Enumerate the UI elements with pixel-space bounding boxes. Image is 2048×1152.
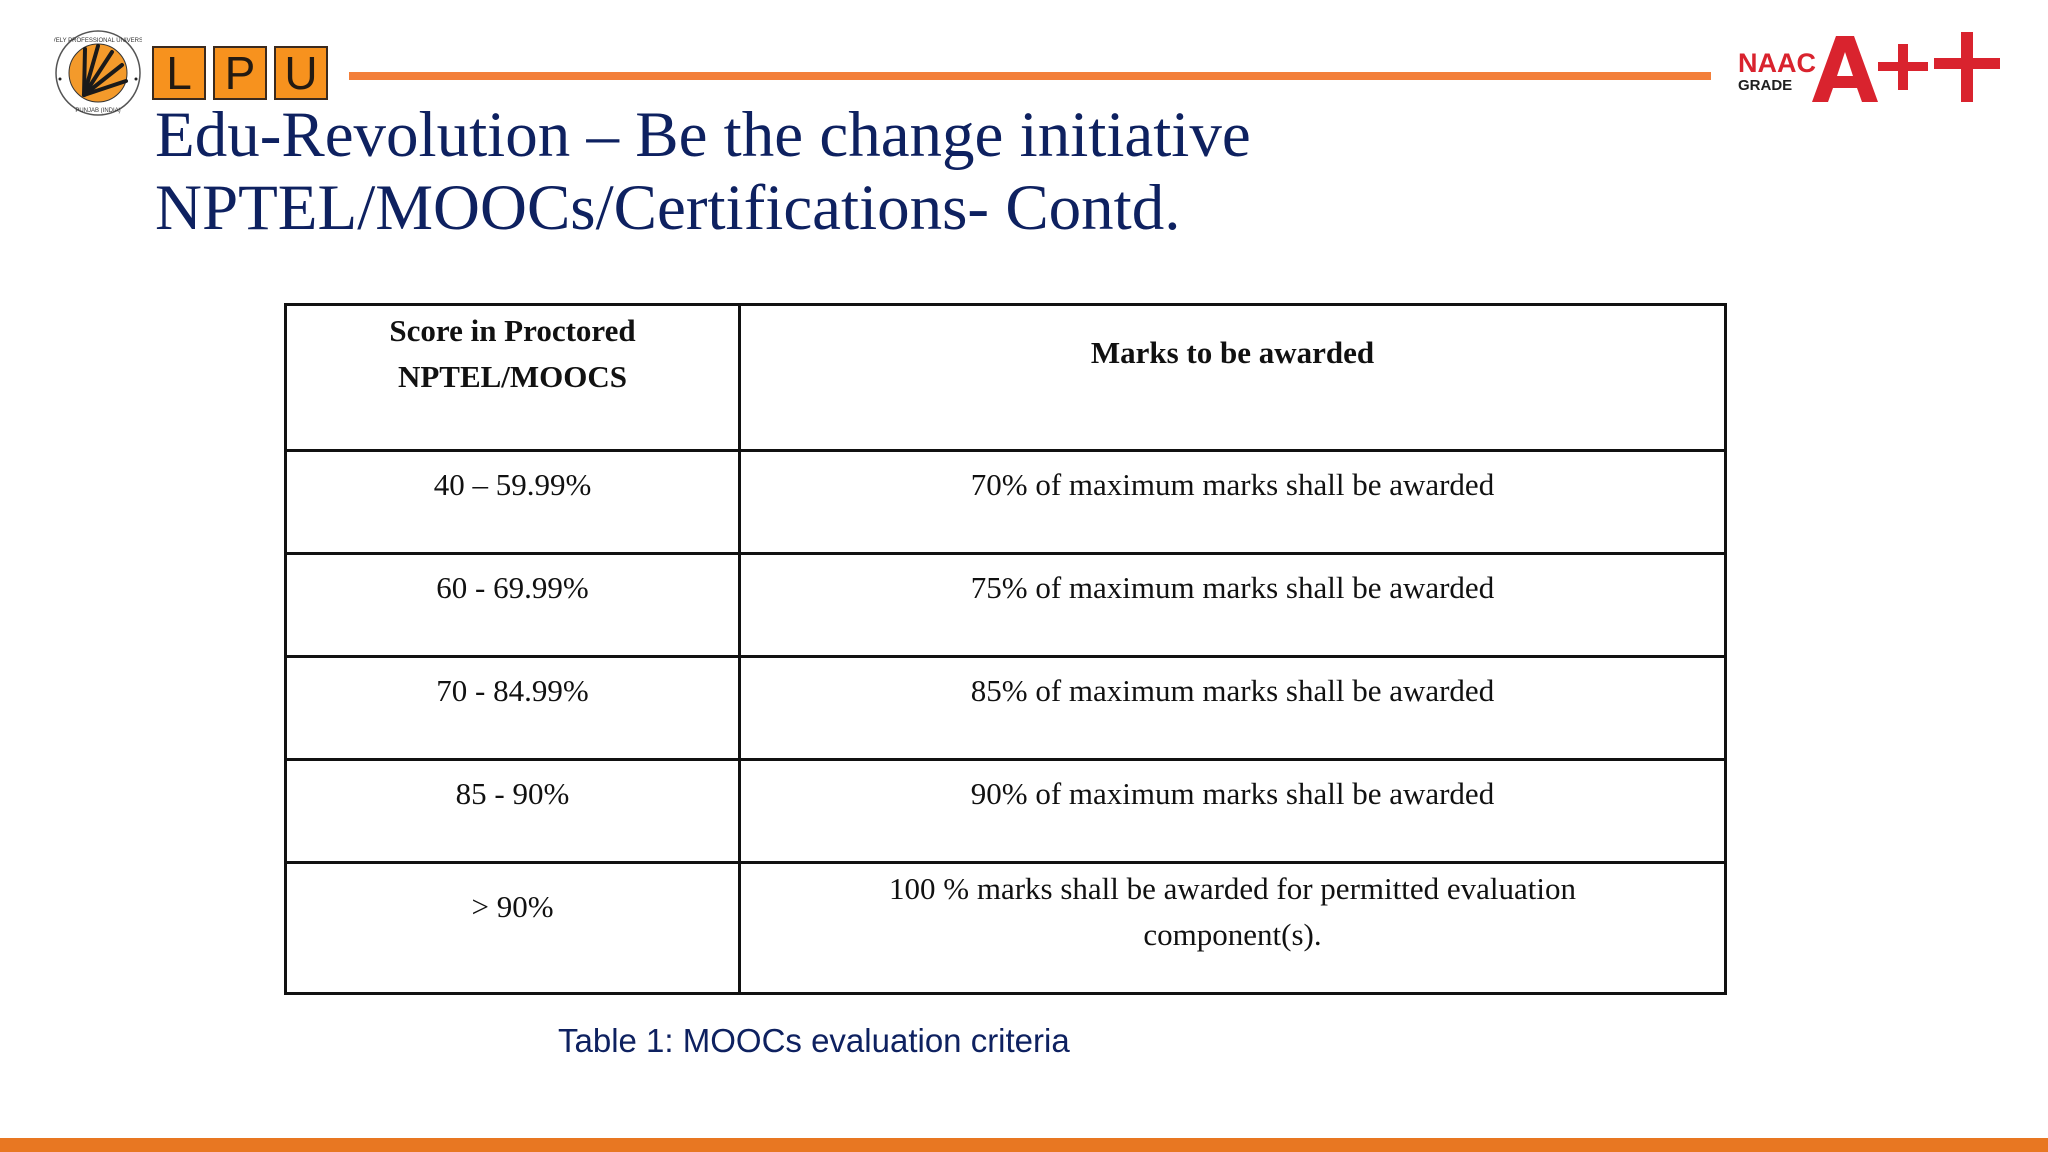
score-cell: 40 – 59.99%: [284, 449, 741, 555]
marks-cell: 75% of maximum marks shall be awarded: [738, 552, 1727, 658]
evaluation-table-container: Score in Proctored NPTEL/MOOCS Marks to …: [284, 303, 1727, 995]
score-cell: > 90%: [284, 861, 741, 995]
header-divider: [349, 72, 1711, 80]
score-cell: 60 - 69.99%: [284, 552, 741, 658]
table-row: 85 - 90% 90% of maximum marks shall be a…: [284, 758, 1727, 864]
naac-grade-logo: NAAC GRADE: [1738, 28, 2003, 104]
table-row: 70 - 84.99% 85% of maximum marks shall b…: [284, 655, 1727, 761]
lpu-logo: L P U: [152, 46, 328, 100]
header-score: Score in Proctored NPTEL/MOOCS: [284, 303, 741, 452]
svg-text:PUNJAB (INDIA): PUNJAB (INDIA): [75, 108, 120, 114]
table-row: 60 - 69.99% 75% of maximum marks shall b…: [284, 552, 1727, 658]
naac-label: NAAC: [1738, 48, 1816, 78]
table-row: > 90% 100 % marks shall be awarded for p…: [284, 861, 1727, 995]
score-cell: 70 - 84.99%: [284, 655, 741, 761]
slide-title-line-1: Edu-Revolution – Be the change initiativ…: [155, 99, 1251, 171]
a-plus-plus-icon: [1812, 32, 2000, 102]
lpu-emblem-icon: LOVELY PROFESSIONAL UNIVERSITY PUNJAB (I…: [54, 30, 142, 116]
marks-cell: 70% of maximum marks shall be awarded: [738, 449, 1727, 555]
mooc-evaluation-table: Score in Proctored NPTEL/MOOCS Marks to …: [284, 303, 1727, 995]
marks-cell: 85% of maximum marks shall be awarded: [738, 655, 1727, 761]
slide-title-line-2: NPTEL/MOOCs/Certifications- Contd.: [155, 172, 1181, 244]
score-cell: 85 - 90%: [284, 758, 741, 864]
slide-title: Edu-Revolution – Be the change initiativ…: [155, 99, 1251, 245]
header-marks: Marks to be awarded: [738, 303, 1727, 452]
footer-bar: [0, 1138, 2048, 1152]
logo-letter-p: P: [213, 46, 267, 100]
table-row: 40 – 59.99% 70% of maximum marks shall b…: [284, 449, 1727, 555]
table-header-row: Score in Proctored NPTEL/MOOCS Marks to …: [284, 303, 1727, 452]
grade-label: GRADE: [1738, 77, 1793, 94]
logo-letter-u: U: [274, 46, 328, 100]
logo-letter-l: L: [152, 46, 206, 100]
marks-cell: 100 % marks shall be awarded for permitt…: [738, 861, 1727, 995]
marks-cell: 90% of maximum marks shall be awarded: [738, 758, 1727, 864]
svg-text:LOVELY PROFESSIONAL UNIVERSITY: LOVELY PROFESSIONAL UNIVERSITY: [54, 38, 142, 44]
table-caption: Table 1: MOOCs evaluation criteria: [558, 1022, 1070, 1059]
